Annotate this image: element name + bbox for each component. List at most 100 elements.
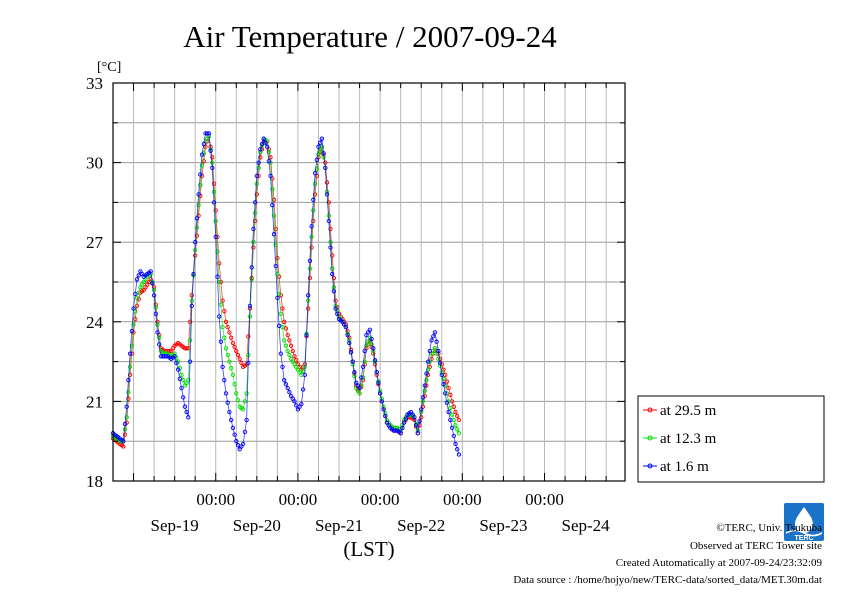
data-point <box>441 382 446 387</box>
data-point <box>422 383 427 388</box>
data-point <box>307 258 313 263</box>
data-point <box>455 447 460 452</box>
data-point <box>419 415 424 420</box>
data-point <box>326 218 331 224</box>
data-point <box>254 192 259 197</box>
data-point <box>196 192 201 197</box>
data-point <box>449 412 455 417</box>
data-point <box>134 295 140 301</box>
terc-logo: TERC <box>784 503 824 542</box>
data-point <box>181 378 186 383</box>
data-point <box>186 378 191 383</box>
data-point <box>350 359 355 364</box>
series-line <box>112 134 460 442</box>
data-point <box>309 234 314 240</box>
data-point <box>129 343 134 348</box>
grid-lines <box>113 83 625 481</box>
data-point <box>451 404 456 409</box>
data-point <box>127 351 133 356</box>
data-point <box>244 391 249 396</box>
data-point <box>225 352 230 358</box>
data-point <box>194 225 200 230</box>
data-point <box>252 200 258 205</box>
data-point <box>172 351 177 356</box>
data-point <box>191 271 196 277</box>
data-point <box>455 413 460 419</box>
data-point <box>306 293 311 298</box>
data-point <box>275 255 280 261</box>
data-point <box>218 339 224 344</box>
data-point <box>443 391 448 396</box>
data-point <box>271 232 277 237</box>
data-point <box>213 218 218 224</box>
data-point <box>282 378 287 383</box>
data-point <box>261 136 266 141</box>
x-hour-label: 00:00 <box>279 490 318 509</box>
data-point <box>210 165 215 171</box>
data-point <box>254 173 259 179</box>
data-point <box>287 338 292 343</box>
data-point <box>333 306 338 311</box>
logo-text: TERC <box>794 535 813 542</box>
data-point <box>121 439 126 444</box>
data-point <box>187 338 193 343</box>
data-point <box>157 335 162 340</box>
data-point <box>127 364 133 370</box>
data-point <box>290 348 295 354</box>
data-point <box>273 263 278 269</box>
data-point <box>242 399 248 404</box>
data-point <box>448 405 453 411</box>
data-point <box>357 391 362 396</box>
data-point <box>456 452 462 457</box>
data-point <box>383 413 388 419</box>
data-point <box>417 419 422 424</box>
data-point <box>434 339 439 344</box>
data-point <box>211 189 217 194</box>
series-line <box>112 135 460 448</box>
legend-marker <box>647 435 653 441</box>
data-point <box>187 319 193 324</box>
data-point <box>276 323 282 328</box>
data-point <box>230 340 236 346</box>
x-axis-label: (LST) <box>343 537 394 561</box>
data-point <box>441 376 446 381</box>
legend-label: at 12.3 m <box>660 431 717 447</box>
data-point <box>235 352 241 358</box>
data-point <box>455 427 460 432</box>
data-point <box>307 275 313 281</box>
y-tick-label: 18 <box>86 472 103 491</box>
data-point <box>186 415 191 420</box>
x-date-label: Sep-22 <box>397 516 445 535</box>
data-point <box>309 224 314 229</box>
data-point <box>220 364 225 370</box>
data-point <box>239 360 244 366</box>
data-point <box>401 420 407 425</box>
data-point <box>292 399 297 404</box>
data-point <box>278 351 283 356</box>
data-point <box>234 348 239 354</box>
data-point <box>456 417 462 423</box>
data-point <box>343 324 349 330</box>
y-unit-label: [°C] <box>97 60 121 75</box>
data-point <box>201 141 206 147</box>
data-point <box>246 360 251 366</box>
data-point <box>237 356 242 362</box>
data-point <box>448 392 453 397</box>
data-point <box>365 339 371 344</box>
y-tick-label: 30 <box>86 154 103 173</box>
data-point <box>330 253 335 258</box>
data-point <box>314 167 319 172</box>
data-point <box>352 374 357 379</box>
data-point <box>210 155 215 160</box>
axes: 18 21 24 27 30 33 00:00 00:00 00:00 00:00 00:00 Sep… <box>86 74 625 535</box>
data-point <box>153 311 158 316</box>
y-tick-label: 33 <box>86 74 103 93</box>
data-point <box>314 157 319 163</box>
data-point <box>362 348 367 354</box>
data-point <box>151 287 157 293</box>
data-point <box>264 144 270 149</box>
data-point <box>217 314 222 319</box>
data-point <box>256 160 261 165</box>
data-point <box>456 431 462 436</box>
data-point <box>205 131 210 136</box>
